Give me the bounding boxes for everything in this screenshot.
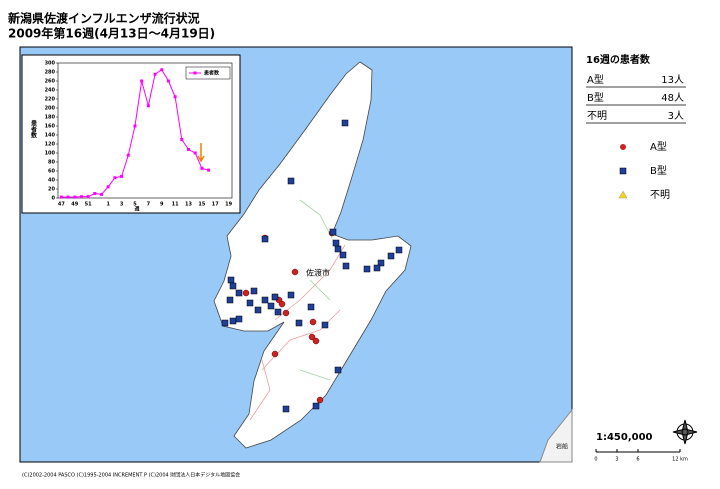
row-value: 3人 bbox=[668, 110, 684, 122]
y-tick-label: 60 bbox=[48, 169, 55, 175]
legend-label: 患者数 bbox=[204, 70, 220, 77]
legend-symbol bbox=[618, 190, 628, 199]
point bbox=[93, 192, 97, 195]
type-b-markers bbox=[221, 119, 403, 413]
plot-area bbox=[57, 62, 233, 199]
row-label: 不明 bbox=[587, 110, 607, 122]
x-tick-label: 51 bbox=[85, 202, 92, 208]
legend-symbol bbox=[619, 167, 627, 175]
map-label: 岩船 bbox=[556, 443, 568, 451]
y-tick-label: 160 bbox=[45, 124, 56, 130]
row-label: B型 bbox=[587, 91, 604, 104]
point bbox=[200, 166, 204, 170]
y-tick-label: 300 bbox=[45, 61, 56, 67]
point bbox=[120, 174, 124, 178]
y-tick-label: 220 bbox=[45, 97, 56, 103]
x-tick-label: 11 bbox=[172, 202, 179, 208]
legend-label: B型 bbox=[650, 164, 667, 177]
point bbox=[193, 151, 197, 155]
x-tick-label: 13 bbox=[185, 202, 192, 208]
rivers bbox=[299, 199, 333, 381]
row-value: 13人 bbox=[661, 74, 684, 86]
y-tick-label: 120 bbox=[45, 142, 56, 148]
y-tick-label: 140 bbox=[45, 133, 56, 139]
inset-chart: 0 20 40 60 80 100 120 140 160 180 200 220 240 260 280 3… bbox=[30, 61, 233, 213]
y-tick-label: 200 bbox=[45, 106, 56, 112]
point bbox=[86, 195, 90, 199]
x-tick-label: 15 bbox=[198, 202, 205, 208]
legend-label: 不明 bbox=[650, 189, 670, 201]
x-tick-label: 9 bbox=[160, 202, 164, 208]
point bbox=[153, 72, 157, 76]
x-tick-label: 47 bbox=[58, 202, 65, 208]
point bbox=[187, 147, 190, 151]
scale-label: 0 bbox=[594, 457, 597, 463]
y-tick-label: 0 bbox=[52, 196, 56, 202]
y-tick-label: 100 bbox=[45, 151, 56, 157]
x-tick-label: 19 bbox=[225, 202, 232, 208]
x-tick-label: 7 bbox=[147, 202, 151, 208]
row-value: 48人 bbox=[661, 92, 684, 104]
point bbox=[180, 138, 184, 141]
compass bbox=[672, 419, 698, 445]
point bbox=[160, 68, 164, 72]
x-axis-label: 週 bbox=[134, 206, 139, 213]
title: 新潟県佐渡インフルエンザ流行状況 bbox=[8, 11, 200, 26]
footer: (C)2002-2004 PASCO (C)1995-2004 INCREMEN… bbox=[22, 472, 240, 479]
x-tick-label: 49 bbox=[71, 202, 78, 208]
point bbox=[73, 195, 77, 199]
mainland bbox=[539, 408, 573, 463]
y-tick-label: 80 bbox=[48, 160, 55, 166]
scale-bar: 0 3 6 12 km bbox=[594, 449, 688, 463]
point bbox=[133, 124, 137, 128]
point bbox=[173, 95, 177, 99]
inset-chart-box bbox=[21, 54, 241, 214]
point bbox=[66, 195, 70, 199]
point bbox=[106, 185, 110, 189]
legend-label: A型 bbox=[650, 140, 667, 153]
scale-ratio: 1:450,000 bbox=[596, 432, 653, 443]
sado-island bbox=[213, 61, 412, 449]
legend-marker bbox=[193, 71, 197, 75]
y-tick-label: 180 bbox=[45, 115, 56, 121]
y-tick-label: 260 bbox=[45, 79, 56, 85]
y-tick-label: 240 bbox=[45, 88, 56, 94]
legend-box bbox=[185, 66, 231, 80]
point bbox=[166, 79, 170, 83]
row-label: A型 bbox=[587, 73, 604, 86]
point bbox=[146, 104, 150, 108]
point bbox=[100, 192, 103, 196]
point bbox=[79, 195, 83, 199]
subtitle: 2009年第16週(4月13日～4月19日) bbox=[8, 26, 215, 41]
arrow bbox=[197, 143, 205, 163]
y-tick-label: 280 bbox=[45, 70, 56, 76]
point bbox=[140, 79, 144, 83]
scale-label: 12 km bbox=[672, 457, 688, 463]
legend-symbol bbox=[620, 144, 626, 150]
point bbox=[113, 176, 117, 180]
summary-title: 16週の患者数 bbox=[586, 53, 651, 66]
point bbox=[207, 168, 211, 172]
y-axis-label: 患者数 bbox=[30, 119, 37, 139]
point bbox=[126, 153, 130, 157]
x-tick-label: 3 bbox=[120, 202, 124, 208]
scale-label: 6 bbox=[636, 457, 639, 463]
map-label: 佐渡市 bbox=[306, 268, 330, 278]
y-tick-label: 40 bbox=[48, 178, 55, 184]
x-tick-label: 5 bbox=[133, 202, 137, 208]
y-tick-label: 20 bbox=[48, 187, 55, 193]
scale-label: 3 bbox=[615, 457, 618, 463]
x-tick-label: 1 bbox=[106, 202, 110, 208]
x-tick-label: 17 bbox=[212, 202, 219, 208]
point bbox=[59, 195, 63, 199]
